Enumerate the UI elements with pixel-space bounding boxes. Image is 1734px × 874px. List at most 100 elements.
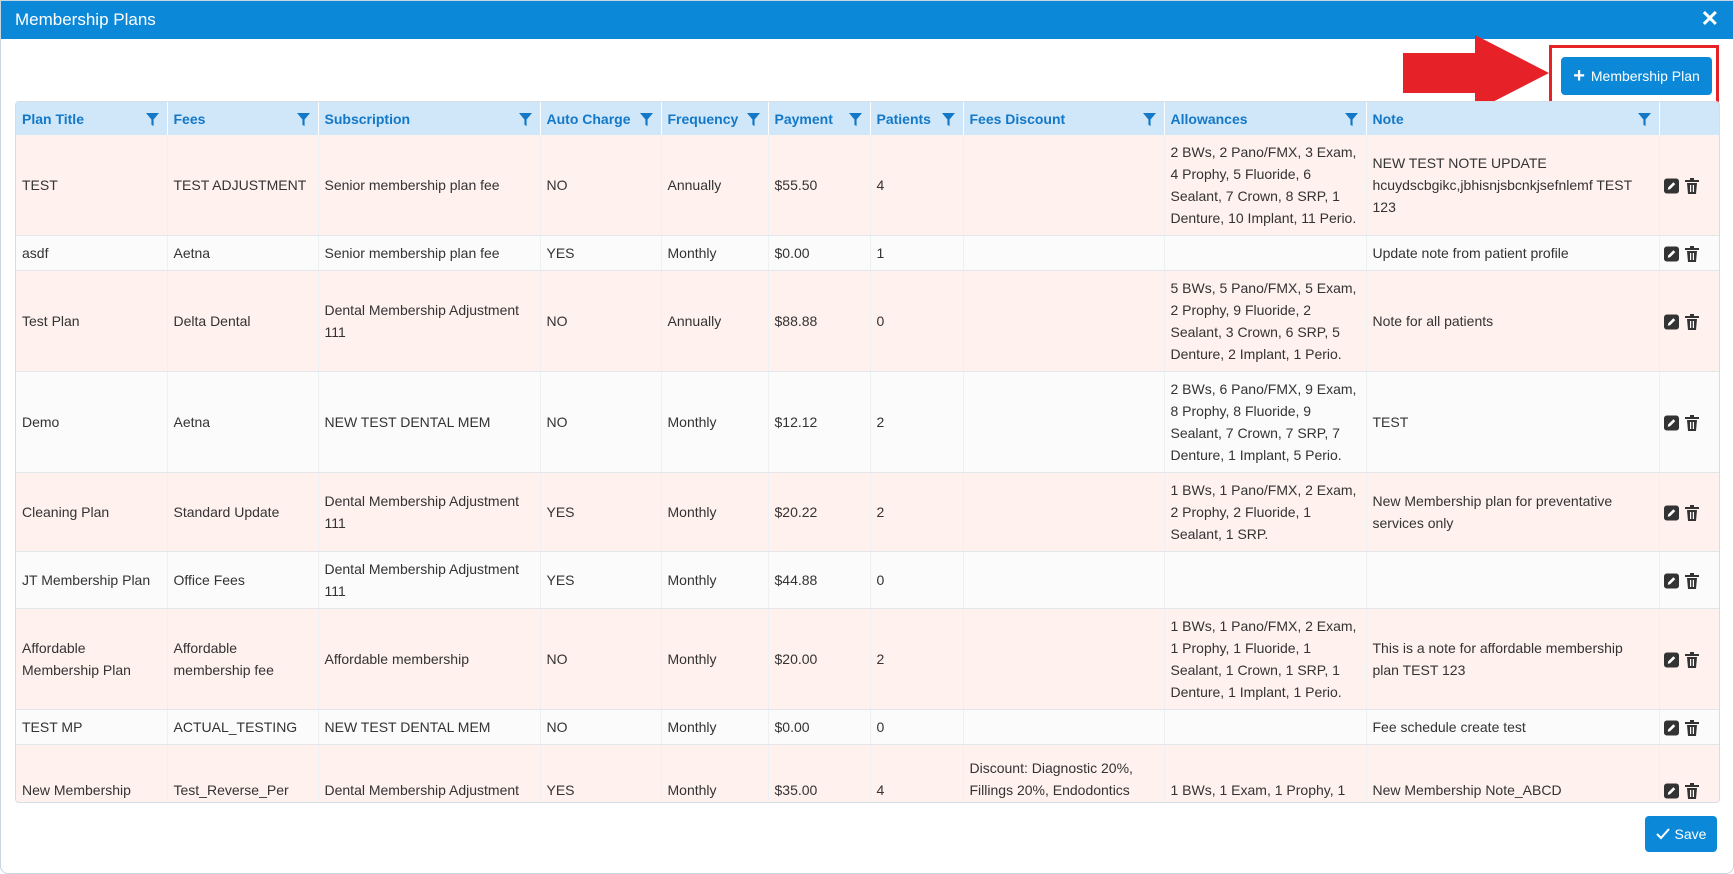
filter-icon[interactable] [942,113,955,126]
table-cell: 2 [870,473,963,552]
column-header[interactable]: Subscription [318,102,540,135]
save-button[interactable]: Save [1645,816,1717,852]
table-row[interactable]: Affordable Membership Plan Affordable mem… [16,609,1720,710]
edit-icon[interactable] [1664,505,1679,521]
filter-icon[interactable] [640,113,653,126]
table-cell: TEST ADJUSTMENT [167,135,318,236]
table-cell: Cleaning Plan [16,473,167,552]
row-actions [1659,552,1720,609]
table-cell: Annually [661,271,768,372]
filter-icon[interactable] [1638,113,1651,126]
table-cell: Test Plan [16,271,167,372]
column-header[interactable]: Allowances [1164,102,1366,135]
table-row[interactable]: Test Plan Delta Dental Dental Membership A… [16,271,1720,372]
table-row[interactable]: TEST TEST ADJUSTMENT Senior membership pla… [16,135,1720,236]
table-cell: Affordable membership [318,609,540,710]
edit-icon[interactable] [1664,178,1679,194]
delete-icon[interactable] [1685,415,1700,431]
column-header[interactable]: Payment [768,102,870,135]
table-cell: NO [540,710,661,745]
edit-icon[interactable] [1664,314,1679,330]
column-header[interactable]: Frequency [661,102,768,135]
table-cell: Dental Membership Adjustment [318,745,540,804]
column-header[interactable]: Fees Discount [963,102,1164,135]
table-cell [963,609,1164,710]
table-cell: Monthly [661,609,768,710]
table-cell: Affordable Membership Plan [16,609,167,710]
table-cell: 0 [870,552,963,609]
table-row[interactable]: asdf Aetna Senior membership plan fee YES Mo… [16,236,1720,271]
filter-icon[interactable] [297,113,310,126]
filter-icon[interactable] [1345,113,1358,126]
table-cell: YES [540,473,661,552]
column-header-label: Note [1373,111,1404,127]
edit-icon[interactable] [1664,720,1679,736]
column-header[interactable]: Note [1366,102,1659,135]
column-header[interactable]: Fees [167,102,318,135]
table-cell: Annually [661,135,768,236]
edit-icon[interactable] [1664,783,1679,799]
table-row[interactable]: Demo Aetna NEW TEST DENTAL MEM NO Monthly $12… [16,372,1720,473]
table-cell: Monthly [661,552,768,609]
table-cell: Standard Update [167,473,318,552]
table-cell: 2 BWs, 6 Pano/FMX, 9 Exam, 8 Prophy, 8 F… [1164,372,1366,473]
row-actions [1659,236,1720,271]
table-row[interactable]: TEST MP ACTUAL_TESTING NEW TEST DENTAL MEM… [16,710,1720,745]
filter-icon[interactable] [1143,113,1156,126]
table-cell: Office Fees [167,552,318,609]
filter-icon[interactable] [747,113,760,126]
delete-icon[interactable] [1685,783,1700,799]
column-header[interactable]: Auto Charge [540,102,661,135]
table-cell: 0 [870,271,963,372]
table-cell: NO [540,135,661,236]
edit-icon[interactable] [1664,415,1679,431]
table-row[interactable]: JT Membership Plan Office Fees Dental Memb… [16,552,1720,609]
table-cell: $35.00 [768,745,870,804]
membership-plans-grid: Plan Title Fees Subscription Auto Charge Fre… [15,101,1720,803]
table-cell: NO [540,609,661,710]
delete-icon[interactable] [1685,246,1700,262]
table-cell: 2 BWs, 2 Pano/FMX, 3 Exam, 4 Prophy, 5 F… [1164,135,1366,236]
table-cell: $20.00 [768,609,870,710]
add-membership-plan-label: Membership Plan [1591,68,1700,84]
delete-icon[interactable] [1685,505,1700,521]
delete-icon[interactable] [1685,573,1700,589]
filter-icon[interactable] [146,113,159,126]
edit-icon[interactable] [1664,652,1679,668]
add-membership-plan-button[interactable]: + Membership Plan [1561,57,1712,95]
table-cell: Update note from patient profile [1366,236,1659,271]
delete-icon[interactable] [1685,314,1700,330]
row-actions [1659,710,1720,745]
filter-icon[interactable] [849,113,862,126]
table-cell: Aetna [167,372,318,473]
table-cell [963,552,1164,609]
table-cell: New Membership plan for preventative ser… [1366,473,1659,552]
table-cell: Delta Dental [167,271,318,372]
edit-icon[interactable] [1664,246,1679,262]
table-header-row: Plan Title Fees Subscription Auto Charge Fre… [16,102,1720,135]
column-header-label: Plan Title [22,111,84,127]
table-cell: Monthly [661,236,768,271]
table-cell: $0.00 [768,236,870,271]
delete-icon[interactable] [1685,178,1700,194]
table-cell: Monthly [661,710,768,745]
column-header[interactable]: Plan Title [16,102,167,135]
table-cell: Demo [16,372,167,473]
edit-icon[interactable] [1664,573,1679,589]
table-cell: asdf [16,236,167,271]
close-icon[interactable]: ✕ [1701,7,1719,31]
row-actions [1659,135,1720,236]
table-cell: 1 BWs, 1 Pano/FMX, 2 Exam, 2 Prophy, 2 F… [1164,473,1366,552]
column-header[interactable]: Patients [870,102,963,135]
table-cell: JT Membership Plan [16,552,167,609]
check-icon [1656,828,1670,840]
filter-icon[interactable] [519,113,532,126]
row-actions [1659,473,1720,552]
delete-icon[interactable] [1685,652,1700,668]
table-row[interactable]: New Membership Test_Reverse_Per Dental Mem… [16,745,1720,804]
delete-icon[interactable] [1685,720,1700,736]
table-row[interactable]: Cleaning Plan Standard Update Dental Membe… [16,473,1720,552]
table-cell: $20.22 [768,473,870,552]
row-actions [1659,271,1720,372]
table-cell: Dental Membership Adjustment 111 [318,552,540,609]
